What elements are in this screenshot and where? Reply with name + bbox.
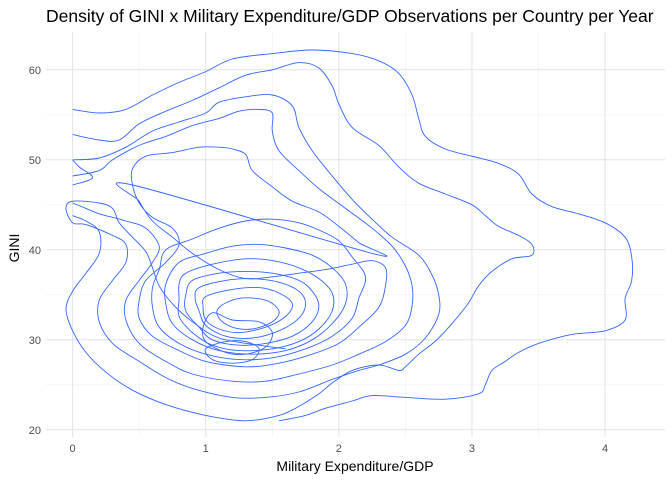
contour-line-14 xyxy=(202,312,273,356)
grid-major-lines xyxy=(46,32,665,437)
chart-title: Density of GINI x Military Expenditure/G… xyxy=(46,6,654,26)
x-tick-label: 1 xyxy=(203,443,209,455)
contour-line-4 xyxy=(72,108,414,383)
contour-line-11 xyxy=(194,278,307,339)
x-tick-label: 4 xyxy=(602,443,608,455)
y-axis-title: GINI xyxy=(6,234,22,263)
contour-line-13 xyxy=(216,297,280,330)
x-tick-label: 0 xyxy=(70,443,76,455)
y-tick-label: 40 xyxy=(29,245,41,257)
x-tick-label: 3 xyxy=(469,443,475,455)
contour-line-3 xyxy=(65,94,441,399)
density-contours xyxy=(65,49,633,422)
contour-line-1 xyxy=(72,49,633,422)
contour-line-12 xyxy=(202,286,293,334)
y-axis-ticks: 20 30 40 50 60 xyxy=(29,65,41,437)
x-tick-label: 2 xyxy=(336,443,342,455)
contour-line-15 xyxy=(204,340,260,364)
contour-line-6 xyxy=(115,146,388,368)
x-axis-title: Military Expenditure/GDP xyxy=(276,458,433,474)
contour-line-5 xyxy=(72,159,94,186)
grid-minor-lines xyxy=(46,32,665,437)
y-tick-label: 50 xyxy=(29,155,41,167)
y-tick-label: 20 xyxy=(29,425,41,437)
contour-line-8 xyxy=(164,243,348,355)
contour-line-9 xyxy=(177,258,335,352)
contour-line-7 xyxy=(151,218,367,361)
contour-line-2 xyxy=(65,62,535,422)
y-tick-label: 30 xyxy=(29,335,41,347)
x-axis-ticks: 0 1 2 3 4 xyxy=(70,443,609,455)
y-tick-label: 60 xyxy=(29,65,41,77)
contour-line-10 xyxy=(184,270,320,346)
